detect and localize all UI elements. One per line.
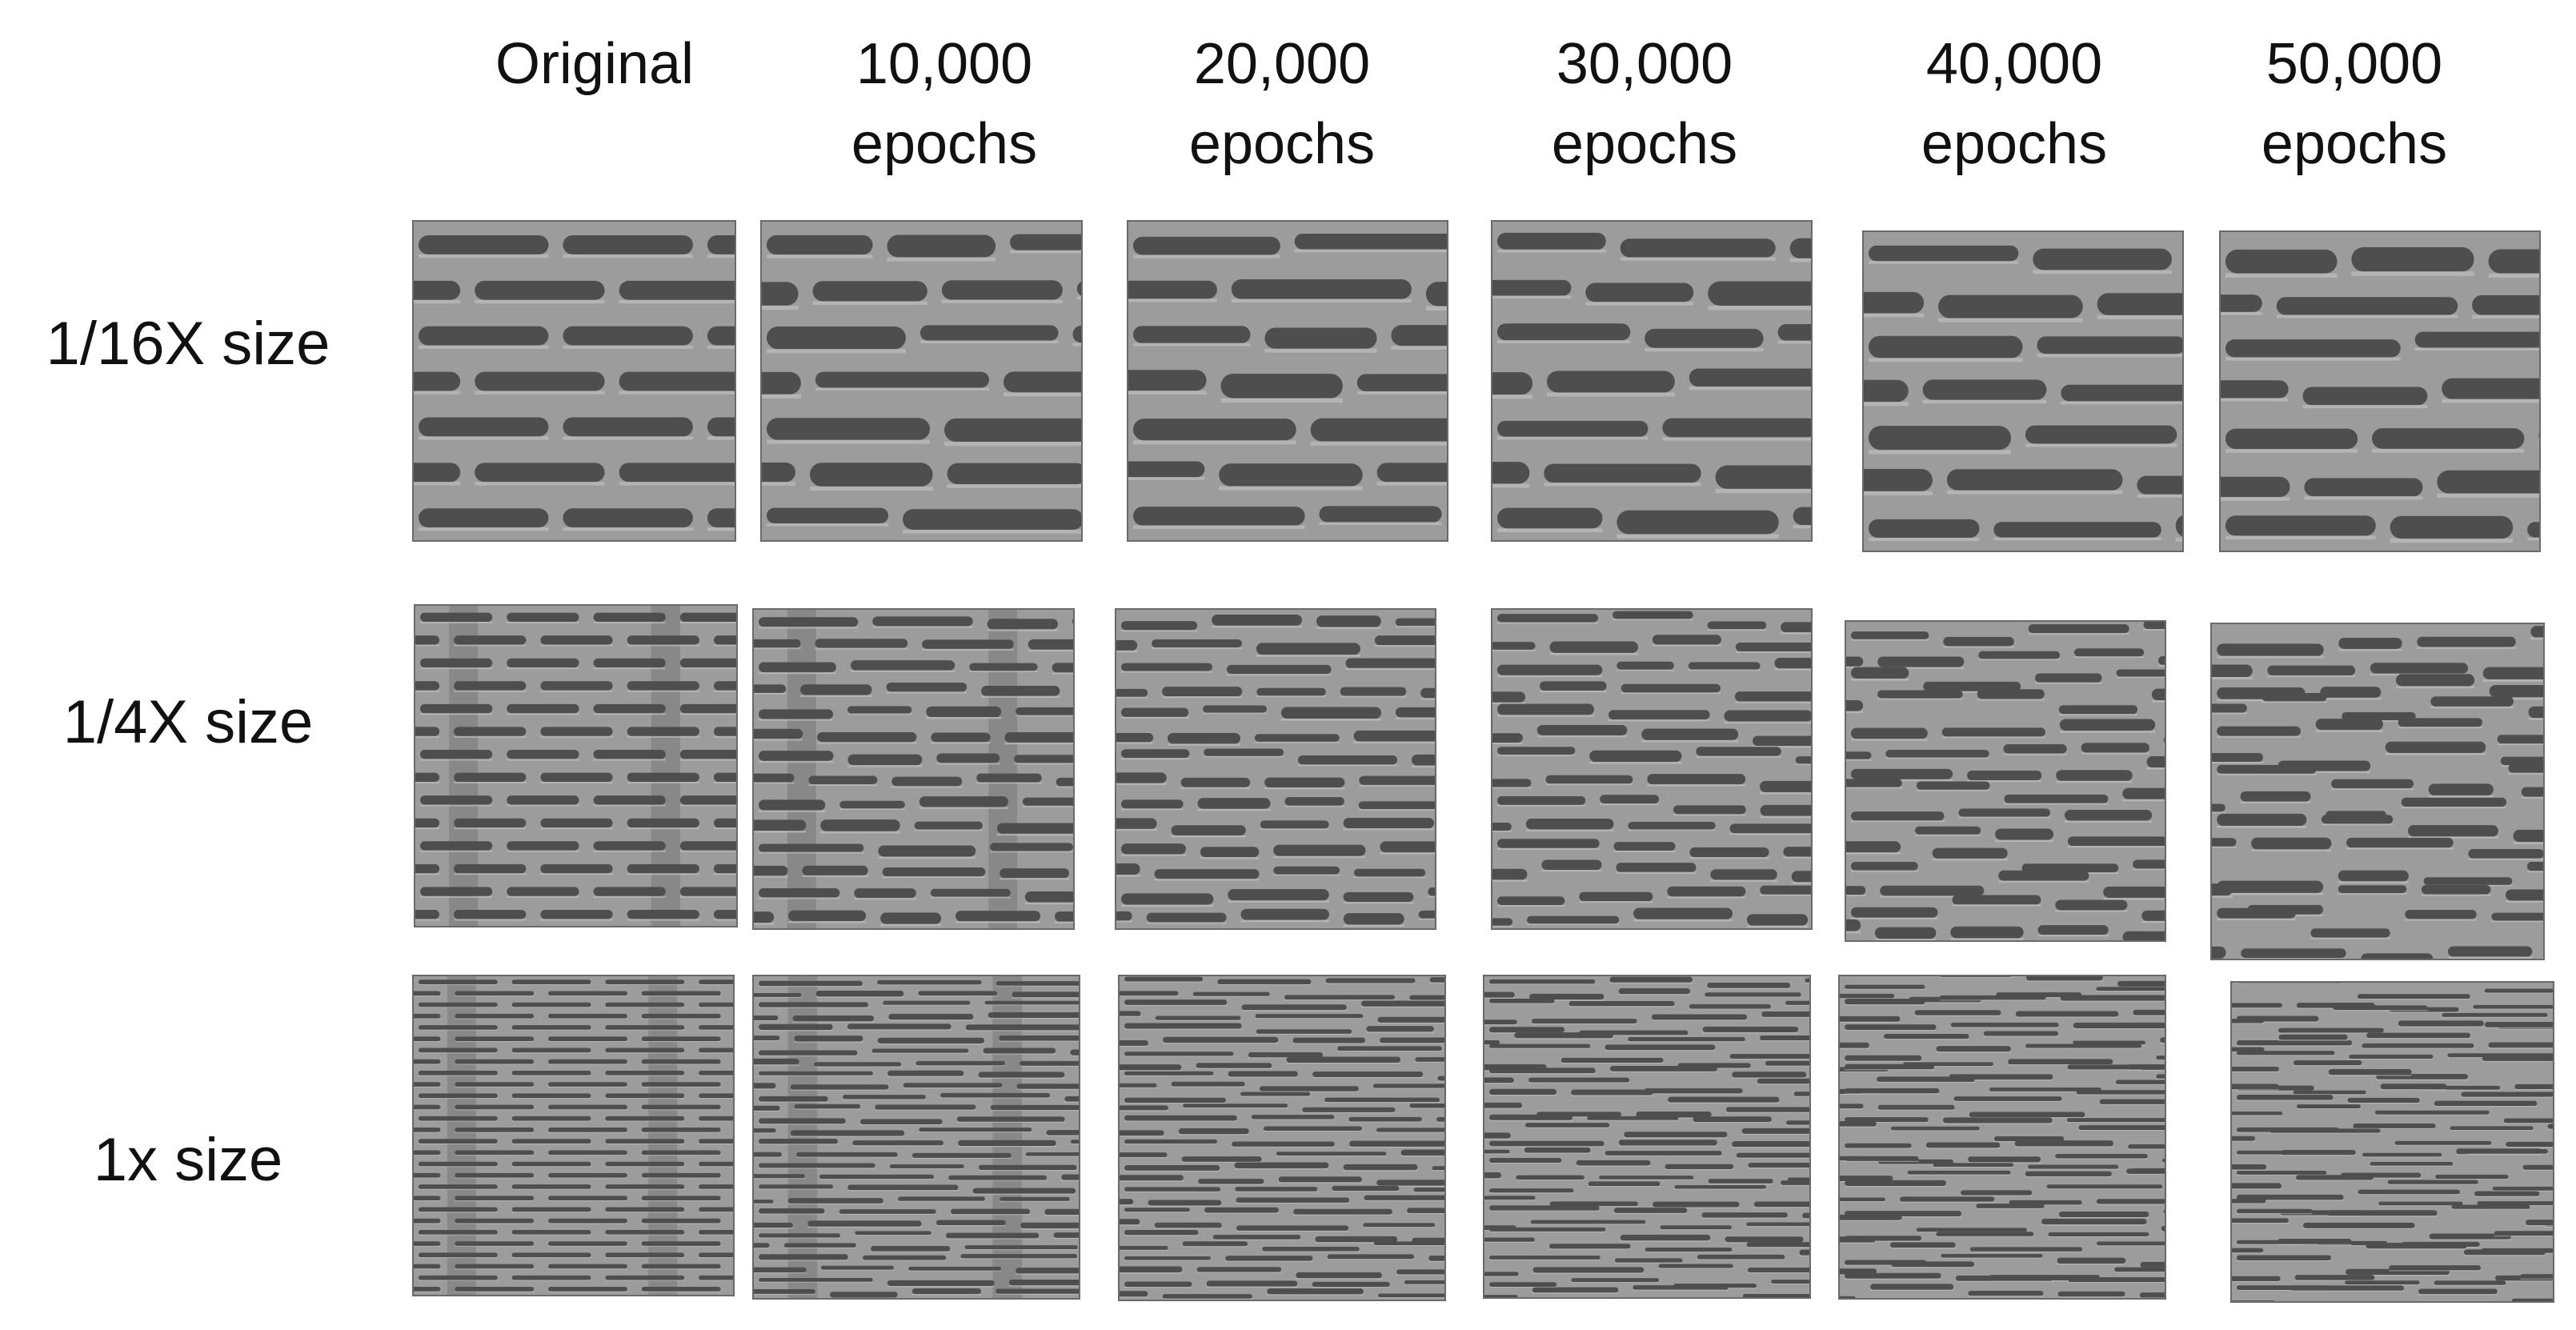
sem-image-1-4x-50000 [2210, 623, 2545, 960]
sem-texture [2232, 983, 2553, 1301]
row-label-1-16x: 1/16X size [46, 310, 331, 378]
column-header-line1: 20,000 [1193, 32, 1371, 96]
sem-texture [414, 222, 735, 540]
sem-texture [414, 976, 733, 1295]
column-header-20000: 20,000 epochs [1114, 24, 1450, 184]
sem-texture [1116, 610, 1435, 928]
sem-image-1-4x-20000 [1115, 608, 1436, 930]
sem-image-1x-50000 [2230, 981, 2554, 1303]
column-header-line2: epochs [1551, 112, 1738, 176]
sem-image-1-4x-original [414, 604, 738, 927]
sem-texture [1484, 976, 1809, 1297]
column-header-line2: epochs [851, 112, 1038, 176]
sem-image-1-16x-40000 [1862, 230, 2184, 552]
column-header-10000: 10,000 epochs [776, 24, 1112, 184]
sem-texture [1120, 976, 1444, 1300]
sem-image-1-4x-30000 [1491, 608, 1813, 930]
sem-texture [1128, 222, 1447, 540]
column-header-original: Original [427, 24, 763, 104]
column-header-line1: Original [495, 32, 695, 96]
sem-image-1x-original [412, 975, 735, 1296]
sem-image-1-4x-10000 [752, 608, 1075, 930]
sem-texture [762, 222, 1081, 540]
sem-image-1-16x-original [412, 220, 736, 542]
row-label-1x: 1x size [93, 1126, 283, 1194]
column-header-30000: 30,000 epochs [1476, 24, 1813, 184]
sem-texture [754, 610, 1073, 928]
sem-texture [1840, 976, 2165, 1298]
column-header-line1: 40,000 [1925, 32, 2103, 96]
sem-texture [415, 606, 736, 926]
column-header-line1: 30,000 [1556, 32, 1733, 96]
sem-texture [2221, 232, 2539, 551]
sem-image-1-16x-50000 [2219, 230, 2541, 552]
sem-image-1-16x-30000 [1491, 220, 1813, 542]
column-header-line1: 10,000 [855, 32, 1033, 96]
sem-texture [1492, 222, 1811, 540]
sem-image-1-16x-10000 [760, 220, 1083, 542]
column-header-line2: epochs [2261, 112, 2448, 176]
sem-image-1x-20000 [1118, 975, 1446, 1301]
sem-texture [2212, 624, 2543, 959]
row-label-1-4x: 1/4X size [62, 688, 314, 756]
column-header-line2: epochs [1188, 112, 1376, 176]
sem-image-1x-40000 [1838, 975, 2166, 1300]
sem-texture [754, 976, 1079, 1298]
sem-image-1-4x-40000 [1845, 620, 2166, 942]
sem-image-1-16x-20000 [1127, 220, 1448, 542]
sem-texture [1492, 610, 1811, 928]
column-header-50000: 50,000 epochs [2186, 24, 2522, 184]
sem-texture [1846, 622, 2165, 940]
column-header-line2: epochs [1921, 112, 2108, 176]
sem-image-1x-30000 [1483, 975, 1811, 1299]
sem-image-1x-10000 [752, 975, 1080, 1300]
sem-texture [1864, 232, 2182, 551]
column-header-line1: 50,000 [2266, 32, 2443, 96]
column-header-40000: 40,000 epochs [1846, 24, 2182, 184]
